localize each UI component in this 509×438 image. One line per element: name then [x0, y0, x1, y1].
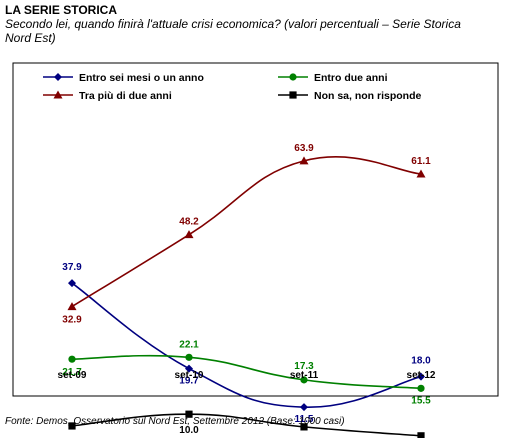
data-label: 7.5 [65, 437, 79, 438]
source-note: Fonte: Demos, Osservatorio sul Nord Est,… [5, 416, 345, 427]
data-point [300, 403, 308, 412]
data-point [300, 376, 308, 384]
legend-label: Entro due anni [314, 72, 388, 84]
data-point [299, 156, 309, 165]
data-point [416, 169, 426, 178]
data-point [417, 372, 425, 381]
data-label: 21.7 [62, 367, 82, 378]
series-line [71, 413, 422, 437]
data-point [185, 410, 193, 418]
data-label: 19.7 [179, 376, 199, 387]
data-point [417, 384, 425, 392]
legend: Entro sei mesi o un anno Entro due anni Tr… [43, 72, 421, 102]
series-entro-sei-mesi-o-un-anno: 37.9 19.7 11.5 18.0 [62, 262, 431, 425]
data-label: 37.9 [62, 262, 82, 273]
data-label: 11.5 [295, 414, 314, 425]
legend-item-non-sa-non-risponde: Non sa, non risponde [278, 90, 421, 102]
series-line [71, 354, 422, 390]
data-label: 15.5 [411, 395, 431, 406]
series-tra-piu-di-due-anni: 32.9 48.2 63.9 61.1 [62, 143, 431, 326]
series-line [71, 156, 422, 308]
x-tick-label: set-12 [407, 370, 436, 381]
legend-label: Non sa, non risponde [314, 90, 421, 102]
x-tick-label: set-10 [175, 370, 204, 381]
data-point [67, 302, 77, 311]
data-point [68, 355, 76, 363]
legend-item-tra-piu-di-due-anni: Tra più di due anni [43, 90, 172, 102]
data-label: 63.9 [294, 143, 314, 154]
data-label: 32.9 [62, 315, 82, 326]
legend-marker [289, 91, 297, 99]
data-label: 17.3 [294, 361, 314, 372]
data-point [68, 279, 76, 288]
data-point [417, 432, 425, 438]
data-point [300, 423, 308, 431]
plot-frame [12, 62, 499, 397]
legend-label: Entro sei mesi o un anno [79, 72, 204, 84]
x-tick-label: set-11 [290, 370, 319, 381]
chart-subtitle: Secondo lei, quando finirà l'attuale cri… [5, 17, 461, 45]
series-line [71, 282, 422, 408]
legend-item-entro-due-anni: Entro due anni [278, 72, 388, 84]
data-point [68, 422, 76, 430]
series-entro-due-anni: 21.7 22.1 17.3 15.5 [62, 339, 431, 406]
x-tick-label: set-09 [58, 370, 87, 381]
data-point [185, 353, 193, 361]
legend-marker [53, 90, 63, 99]
page-title: LA SERIE STORICA [5, 3, 118, 17]
data-label: 22.1 [179, 339, 199, 350]
legend-label: Tra più di due anni [79, 90, 172, 102]
legend-item-entro-sei-mesi-o-un-anno: Entro sei mesi o un anno [43, 72, 204, 84]
data-label: 18.0 [411, 356, 431, 367]
legend-marker [54, 73, 62, 81]
data-point [184, 230, 194, 239]
series-non-sa-non-risponde: 7.510.07.35.4 [65, 410, 425, 438]
x-axis: set-09 set-10 set-11 set-12 [58, 370, 436, 381]
series-layer: 37.9 19.7 11.5 18.0 21.7 22.1 17.3 15.5 32.9 48.2… [62, 143, 431, 438]
data-label: 61.1 [411, 156, 431, 167]
data-point [185, 364, 193, 373]
data-label: 48.2 [179, 217, 199, 228]
legend-marker [289, 73, 297, 81]
data-label: 10.0 [179, 425, 199, 436]
